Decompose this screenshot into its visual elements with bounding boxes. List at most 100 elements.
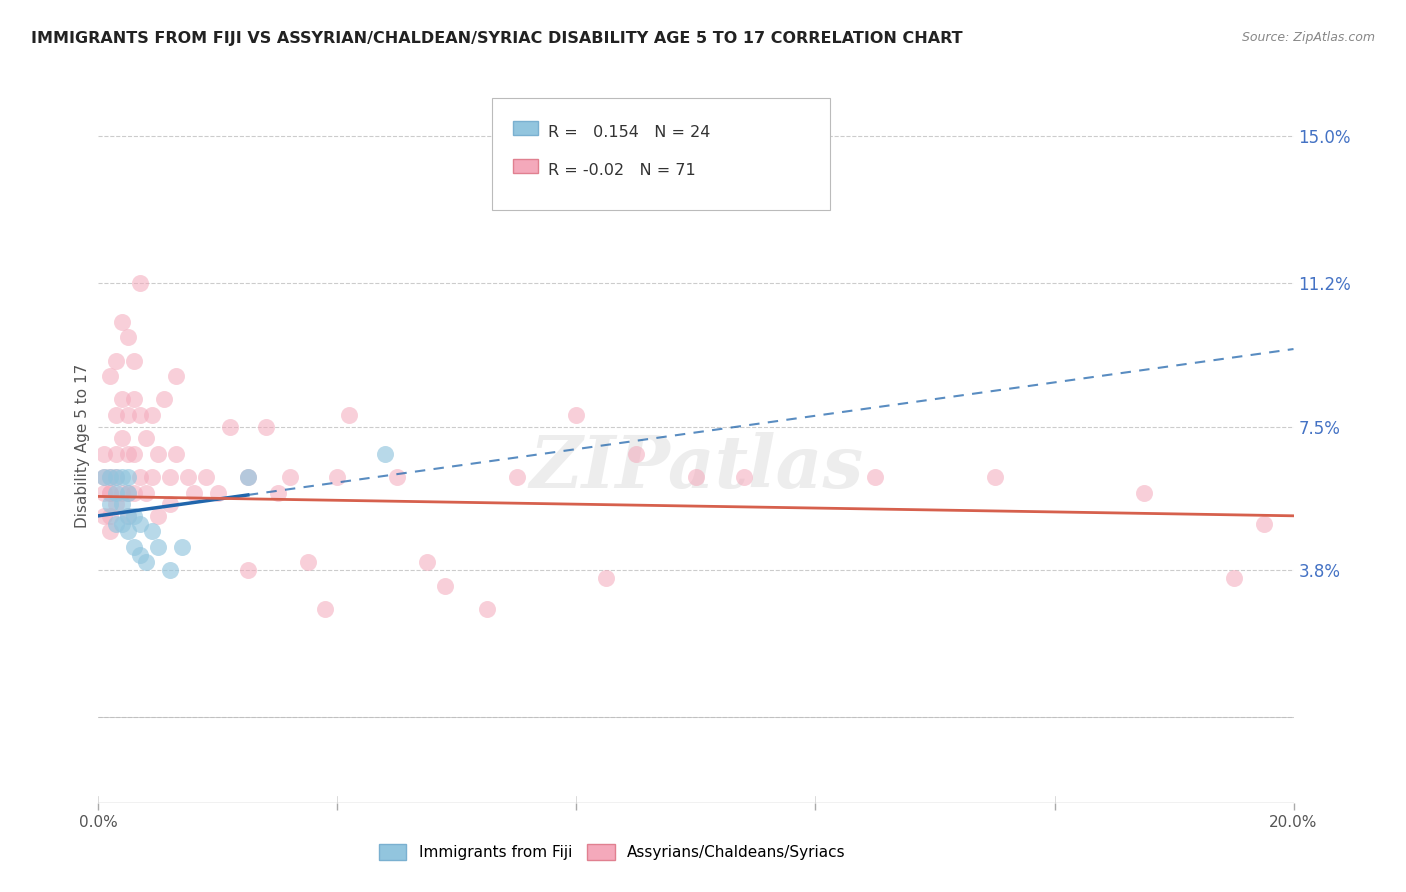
Point [297, 555, 319, 569]
Point [148, 447, 170, 461]
Point [105, 485, 128, 500]
Point [135, 485, 157, 500]
Text: IMMIGRANTS FROM FIJI VS ASSYRIAN/CHALDEAN/SYRIAC DISABILITY AGE 5 TO 17 CORRELAT: IMMIGRANTS FROM FIJI VS ASSYRIAN/CHALDEA… [31, 31, 963, 46]
Point [117, 485, 139, 500]
Point [111, 516, 134, 531]
Point [105, 470, 128, 484]
Point [385, 470, 409, 484]
Point [434, 579, 457, 593]
Point [124, 540, 146, 554]
Point [98, 485, 122, 500]
Point [117, 408, 139, 422]
Point [117, 524, 139, 539]
Point [153, 392, 176, 407]
Point [374, 447, 396, 461]
Point [117, 508, 139, 523]
Point [141, 470, 163, 484]
Point [124, 392, 146, 407]
Point [315, 602, 337, 616]
Point [1223, 571, 1246, 585]
Point [733, 470, 755, 484]
Point [1133, 485, 1156, 500]
Point [565, 408, 588, 422]
Point [183, 485, 205, 500]
Point [105, 408, 128, 422]
Point [506, 470, 529, 484]
Point [236, 470, 259, 484]
Point [129, 548, 152, 562]
Point [416, 555, 439, 569]
Point [219, 419, 242, 434]
Legend: Immigrants from Fiji, Assyrians/Chaldeans/Syriacs: Immigrants from Fiji, Assyrians/Chaldean… [373, 838, 852, 866]
Point [129, 408, 152, 422]
Y-axis label: Disability Age 5 to 17: Disability Age 5 to 17 [75, 364, 90, 528]
Point [141, 408, 163, 422]
Point [195, 470, 218, 484]
Point [111, 497, 134, 511]
Point [475, 602, 498, 616]
Text: Source: ZipAtlas.com: Source: ZipAtlas.com [1241, 31, 1375, 45]
Point [98, 524, 122, 539]
Point [98, 497, 122, 511]
Point [236, 563, 259, 577]
Point [326, 470, 349, 484]
Point [124, 353, 146, 368]
Point [117, 470, 139, 484]
Point [148, 508, 170, 523]
Point [135, 555, 157, 569]
Point [98, 470, 122, 484]
Point [254, 419, 277, 434]
Point [105, 470, 128, 484]
Point [159, 470, 181, 484]
Point [98, 485, 122, 500]
Point [98, 470, 122, 484]
Point [135, 431, 157, 445]
Point [105, 353, 128, 368]
Point [165, 369, 187, 384]
Point [117, 330, 139, 344]
Point [339, 408, 361, 422]
Point [172, 540, 194, 554]
Point [236, 470, 259, 484]
Point [148, 540, 170, 554]
Point [105, 497, 128, 511]
Point [93, 485, 115, 500]
Point [111, 431, 134, 445]
Point [105, 516, 128, 531]
Point [207, 485, 229, 500]
Point [117, 485, 139, 500]
Point [105, 447, 128, 461]
Point [111, 470, 134, 484]
Text: R =   0.154   N = 24: R = 0.154 N = 24 [548, 125, 710, 140]
Point [111, 315, 134, 329]
Point [93, 508, 115, 523]
Point [141, 524, 163, 539]
Point [93, 470, 115, 484]
Point [117, 447, 139, 461]
Point [159, 563, 181, 577]
Point [685, 470, 707, 484]
Point [865, 470, 887, 484]
Point [98, 508, 122, 523]
Point [111, 392, 134, 407]
Point [984, 470, 1007, 484]
Point [595, 571, 617, 585]
Point [165, 447, 187, 461]
Point [124, 508, 146, 523]
Point [129, 470, 152, 484]
Point [93, 447, 115, 461]
Point [129, 516, 152, 531]
Text: R = -0.02   N = 71: R = -0.02 N = 71 [548, 163, 696, 178]
Point [159, 497, 181, 511]
Point [626, 447, 648, 461]
Point [117, 508, 139, 523]
Point [278, 470, 301, 484]
Point [1253, 516, 1275, 531]
Point [129, 276, 152, 290]
Point [177, 470, 200, 484]
Point [124, 485, 146, 500]
Point [98, 369, 122, 384]
Text: ZIPatlas: ZIPatlas [529, 432, 863, 503]
Point [267, 485, 290, 500]
Point [93, 470, 115, 484]
